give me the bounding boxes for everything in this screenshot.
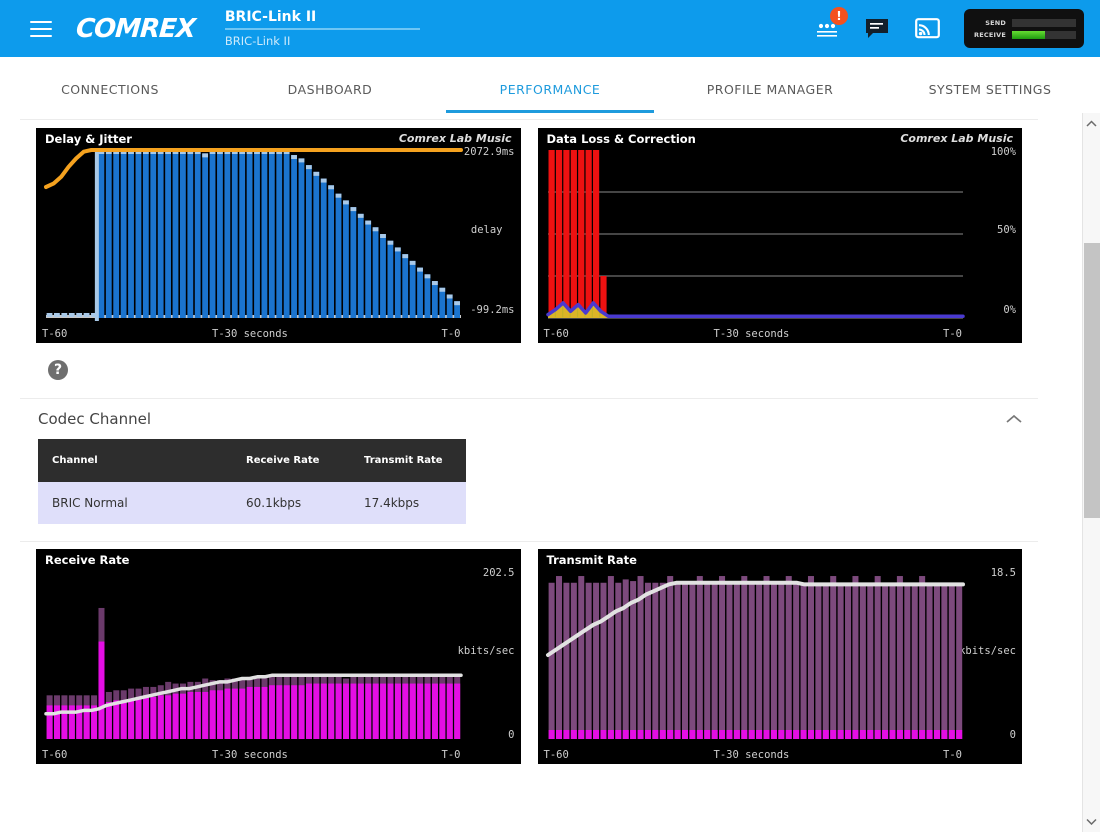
scroll-down-chevron-icon[interactable]	[1083, 813, 1100, 830]
device-subtitle: BRIC-Link II	[224, 34, 291, 48]
table-row[interactable]: BRIC Normal 60.1kbps 17.4kbps	[38, 482, 466, 524]
table-header-row: Channel Receive Rate Transmit Rate	[38, 439, 466, 482]
column-header-receive-rate: Receive Rate	[234, 439, 352, 482]
divider-mid	[20, 398, 1038, 399]
x-tick-left: T-60	[543, 328, 569, 340]
x-axis-label: T-30 seconds	[212, 749, 288, 761]
x-tick-left: T-60	[42, 749, 68, 761]
chart-transmit-rate[interactable]: Transmit Rate 18.5 0 kbits/sec T-60 T-30…	[537, 549, 1022, 764]
chart-title: Delay & Jitter	[45, 132, 132, 146]
receive-meter-label: RECEIVE	[974, 30, 1006, 39]
message-icon[interactable]	[864, 16, 890, 42]
chart-line	[44, 148, 463, 189]
comrex-logo[interactable]: COMREX	[74, 13, 196, 44]
send-meter-track	[1012, 18, 1076, 27]
y-tick-50: 50%	[997, 224, 1016, 236]
y-max-label: 18.5	[990, 567, 1016, 579]
chart-plot-area	[44, 148, 463, 321]
tab-system-settings[interactable]: SYSTEM SETTINGS	[928, 82, 1052, 97]
cell-receive-rate: 60.1kbps	[234, 482, 352, 524]
x-tick-right: T-0	[943, 328, 962, 340]
y-max-label: 202.5	[482, 567, 515, 579]
receive-meter-fill	[1012, 30, 1046, 39]
cast-stream-icon[interactable]	[914, 16, 940, 42]
x-tick-right: T-0	[441, 328, 461, 340]
chart-receive-rate[interactable]: Receive Rate 202.5 0 kbits/sec T-60 T-30…	[36, 549, 521, 764]
y-axis-label: delay	[470, 224, 503, 236]
x-axis-label: T-30 seconds	[212, 328, 288, 340]
y-axis-label: kbits/sec	[959, 645, 1016, 657]
device-title: BRIC-Link II	[224, 9, 420, 30]
hamburger-menu-icon[interactable]	[30, 20, 52, 37]
receive-meter-track	[1012, 30, 1076, 39]
hamburger-bar	[30, 34, 52, 37]
chart-plot-area	[545, 576, 965, 739]
performance-content: Delay & Jitter Comrex Lab Music 2072.9ms…	[0, 113, 1058, 832]
chart-data-loss-correction[interactable]: Data Loss & Correction Comrex Lab Music …	[537, 128, 1022, 343]
cell-channel: BRIC Normal	[38, 482, 234, 524]
y-max-label: 2072.9ms	[463, 146, 515, 158]
chart-title: Receive Rate	[45, 553, 130, 567]
y-axis-label: kbits/sec	[457, 645, 515, 657]
x-tick-right: T-0	[441, 749, 461, 761]
y-min-label: 0	[508, 729, 515, 741]
chart-title: Data Loss & Correction	[546, 132, 696, 146]
x-axis-label: T-30 seconds	[713, 328, 790, 340]
chart-line	[545, 580, 965, 657]
scroll-up-chevron-icon[interactable]	[1083, 115, 1100, 132]
alert-badge: !	[830, 6, 848, 25]
tab-performance[interactable]: PERFORMANCE	[440, 82, 660, 113]
y-tick-0: 0%	[1003, 304, 1016, 316]
hamburger-bar	[30, 27, 52, 30]
chart-delay-jitter[interactable]: Delay & Jitter Comrex Lab Music 2072.9ms…	[36, 128, 521, 343]
scrollbar-thumb[interactable]	[1084, 243, 1100, 518]
x-axis-label: T-30 seconds	[713, 749, 790, 761]
x-tick-right: T-0	[943, 749, 962, 761]
divider-bottom	[20, 541, 1038, 542]
codec-channel-section-header: Codec Channel	[0, 399, 1058, 439]
divider-top	[20, 119, 1038, 120]
chart-plot-area	[44, 607, 463, 739]
x-tick-left: T-60	[42, 328, 68, 340]
chart-line	[44, 673, 463, 716]
tab-dashboard[interactable]: DASHBOARD	[287, 82, 373, 97]
audio-meter-panel: SEND RECEIVE	[964, 9, 1084, 48]
help-icon[interactable]: ?	[48, 360, 68, 380]
main-tab-bar: CONNECTIONS DASHBOARD PERFORMANCE PROFIL…	[0, 57, 1100, 113]
receive-meter-row: RECEIVE	[972, 30, 1076, 39]
tab-connections[interactable]: CONNECTIONS	[61, 82, 159, 97]
header-actions: ! SEND	[814, 6, 1084, 48]
device-title-block: BRIC-Link II BRIC-Link II	[224, 9, 420, 48]
codec-channel-table: Channel Receive Rate Transmit Rate BRIC …	[38, 439, 466, 524]
y-min-label: 0	[1009, 729, 1016, 741]
hamburger-bar	[30, 20, 52, 23]
y-tick-100: 100%	[990, 146, 1016, 158]
send-meter-label: SEND	[985, 18, 1006, 27]
cell-transmit-rate: 17.4kbps	[352, 482, 466, 524]
chart-subtitle: Comrex Lab Music	[398, 132, 512, 145]
chart-line	[545, 301, 965, 319]
tab-profile-manager[interactable]: PROFILE MANAGER	[706, 82, 834, 97]
page-scrollbar[interactable]	[1082, 113, 1100, 832]
chart-plot-area	[545, 150, 965, 319]
top-chart-row: Delay & Jitter Comrex Lab Music 2072.9ms…	[0, 128, 1058, 343]
column-header-transmit-rate: Transmit Rate	[352, 439, 466, 482]
chart-subtitle: Comrex Lab Music	[900, 132, 1013, 145]
app-header: COMREX BRIC-Link II BRIC-Link II !	[0, 0, 1100, 57]
column-header-channel: Channel	[38, 439, 234, 482]
chevron-up-icon[interactable]	[1006, 412, 1022, 427]
y-min-label: -99.2ms	[470, 304, 515, 316]
chart-title: Transmit Rate	[546, 553, 637, 567]
bottom-chart-row: Receive Rate 202.5 0 kbits/sec T-60 T-30…	[0, 549, 1058, 764]
x-tick-left: T-60	[543, 749, 569, 761]
section-title: Codec Channel	[38, 410, 151, 428]
send-meter-row: SEND	[972, 18, 1076, 27]
connections-status-icon[interactable]: !	[814, 6, 848, 42]
